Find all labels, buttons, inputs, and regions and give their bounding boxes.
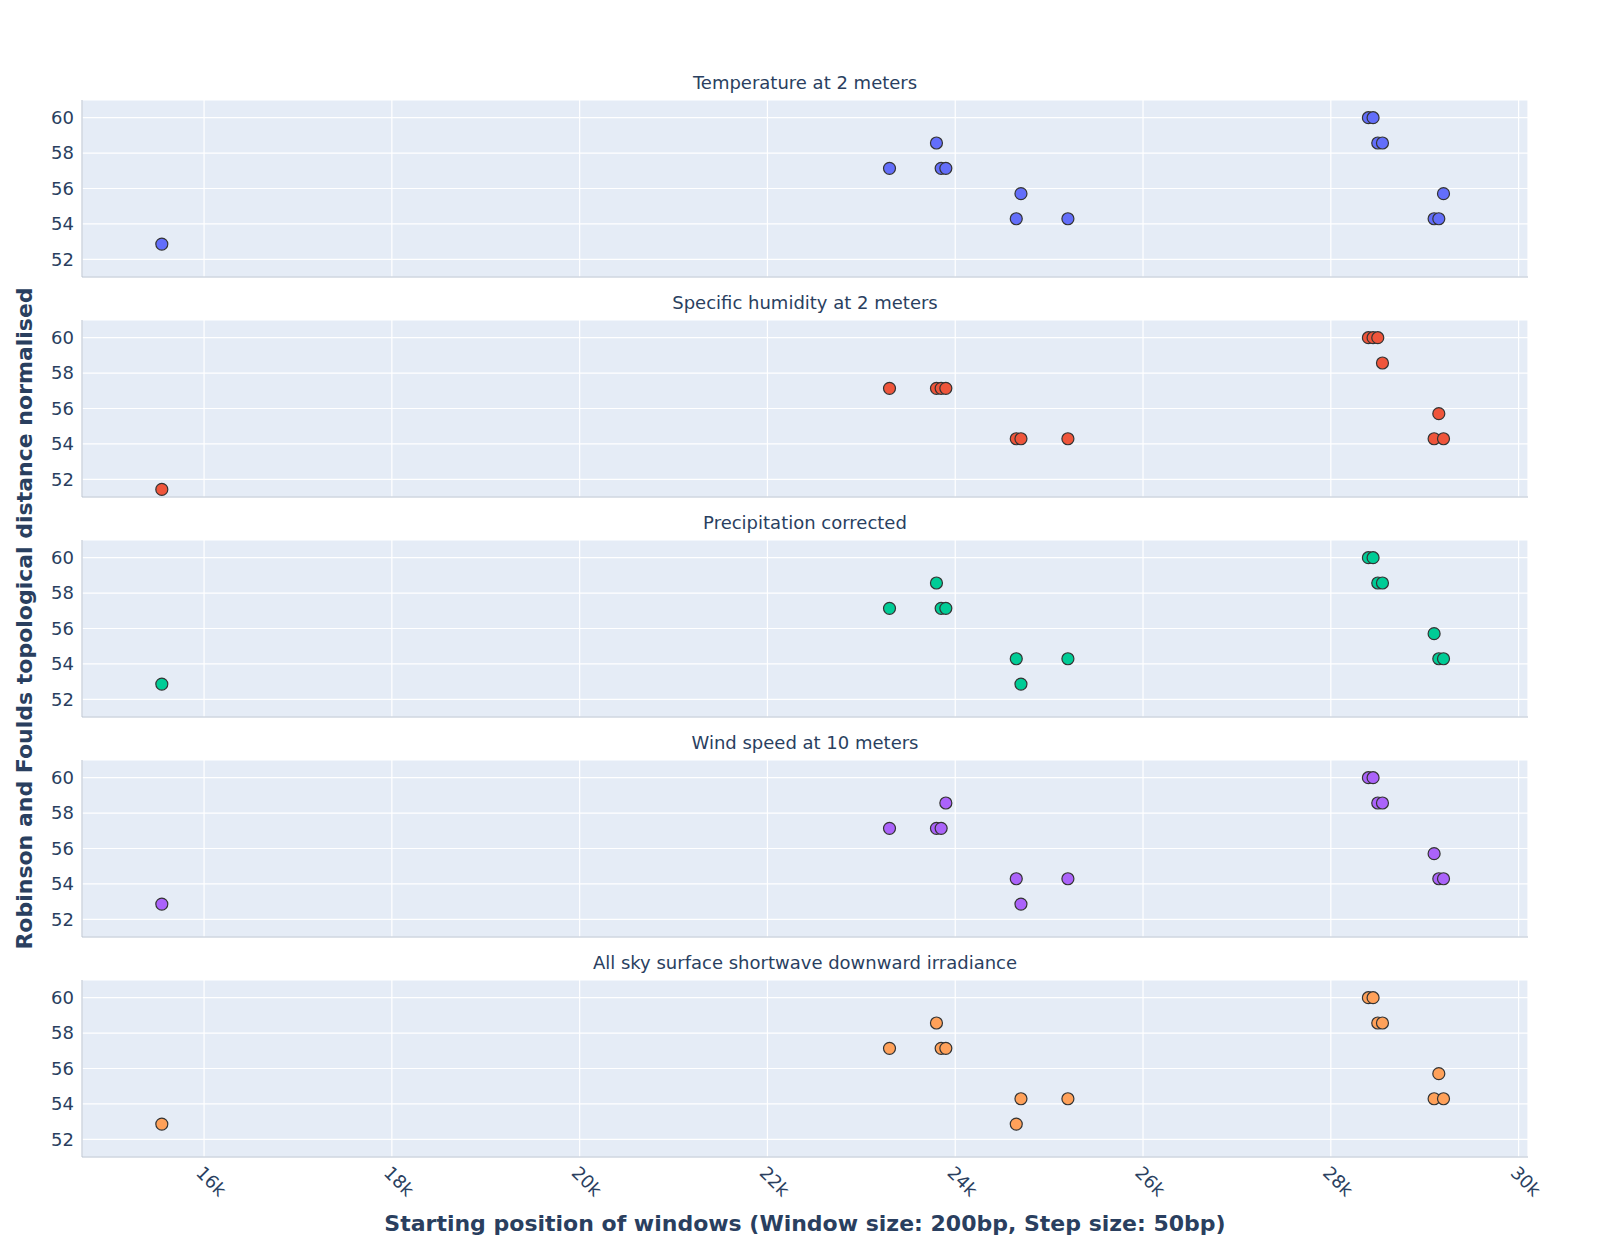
svg-text:58: 58: [51, 142, 74, 163]
svg-text:56: 56: [51, 178, 74, 199]
svg-text:58: 58: [51, 1022, 74, 1043]
svg-text:16k: 16k: [192, 1162, 231, 1201]
svg-text:52: 52: [51, 1129, 74, 1150]
svg-text:60: 60: [51, 547, 74, 568]
html-text:Wind speed at 10 meters: Wind speed at 10 meters: [691, 732, 919, 753]
svg-text:60: 60: [51, 107, 74, 128]
svg-text:58: 58: [51, 362, 74, 383]
svg-text:54: 54: [51, 1093, 74, 1114]
svg-text:60: 60: [51, 327, 74, 348]
svg-text:52: 52: [51, 909, 74, 930]
svg-text:60: 60: [51, 987, 74, 1008]
svg-text:20k: 20k: [568, 1162, 607, 1201]
svg-text:58: 58: [51, 802, 74, 823]
svg-text:54: 54: [51, 873, 74, 894]
svg-text:52: 52: [51, 689, 74, 710]
svg-text:18k: 18k: [380, 1162, 419, 1201]
html-text:Robinson and Foulds topologica: Robinson and Foulds topological distance…: [11, 287, 37, 950]
svg-text:24k: 24k: [943, 1162, 982, 1201]
svg-text:28k: 28k: [1319, 1162, 1358, 1201]
svg-text:30k: 30k: [1507, 1162, 1546, 1201]
html-text:Temperature at 2 meters: Temperature at 2 meters: [692, 72, 918, 93]
html-text:Specific humidity at 2 meters: Specific humidity at 2 meters: [672, 292, 938, 313]
svg-text:54: 54: [51, 433, 74, 454]
svg-text:56: 56: [51, 838, 74, 859]
svg-text:22k: 22k: [756, 1162, 795, 1201]
svg-text:56: 56: [51, 398, 74, 419]
svg-text:56: 56: [51, 1058, 74, 1079]
svg-text:54: 54: [51, 653, 74, 674]
svg-text:58: 58: [51, 582, 74, 603]
svg-text:52: 52: [51, 249, 74, 270]
svg-text:60: 60: [51, 767, 74, 788]
html-text:All sky surface shortwave down: All sky surface shortwave downward irrad…: [592, 952, 1018, 973]
svg-text:52: 52: [51, 469, 74, 490]
svg-text:56: 56: [51, 618, 74, 639]
html-text:Precipitation corrected: Precipitation corrected: [703, 512, 907, 533]
svg-text:54: 54: [51, 213, 74, 234]
html-text:Starting position of windows (: Starting position of windows (Window siz…: [384, 1211, 1226, 1236]
svg-text:26k: 26k: [1131, 1162, 1170, 1201]
